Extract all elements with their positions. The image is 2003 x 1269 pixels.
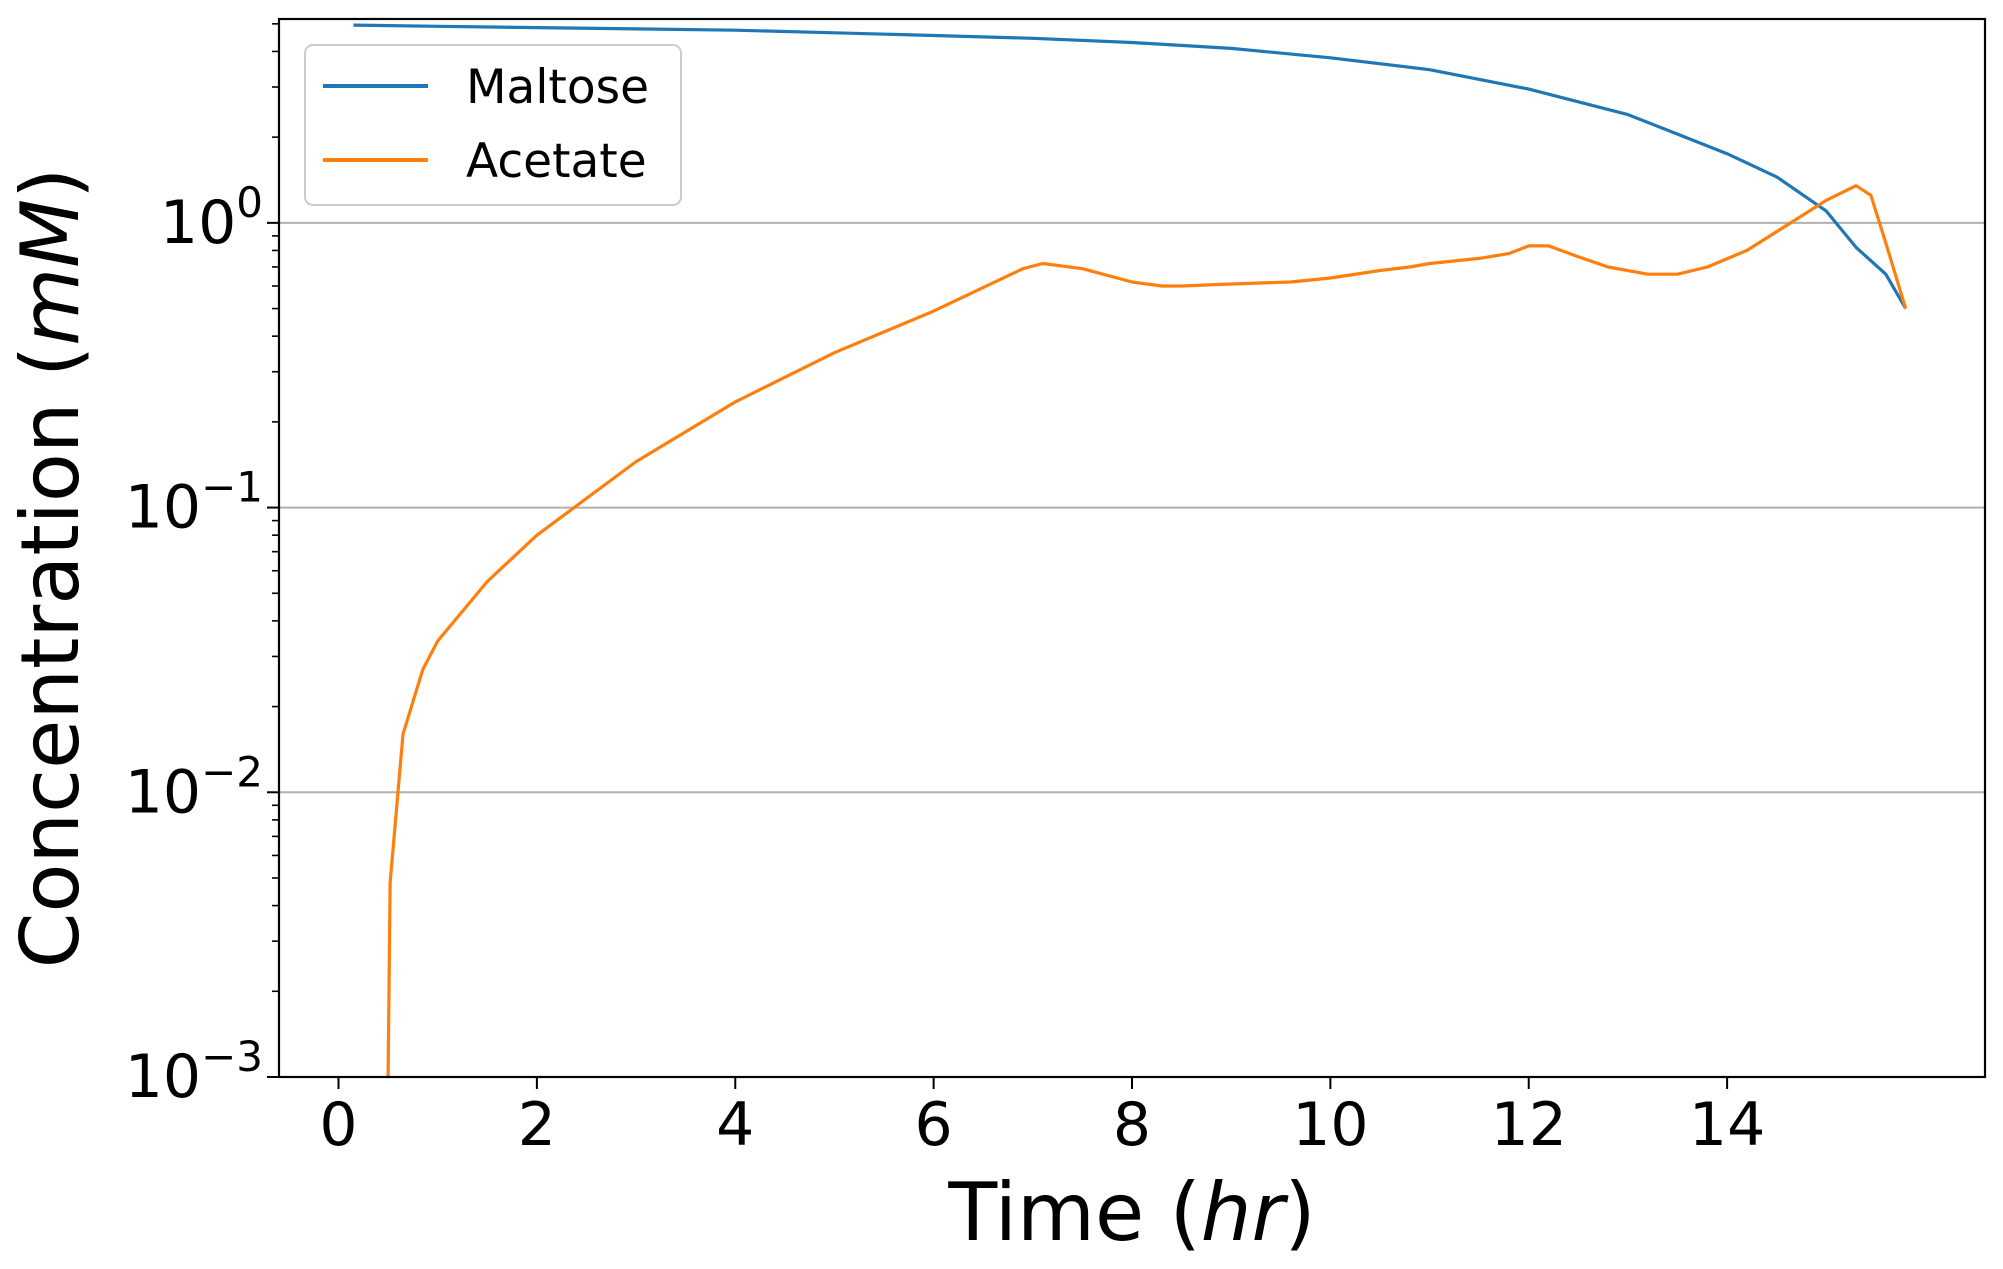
y-axis-title: Concentration (mM): [4, 168, 97, 969]
y-axis-title-close: ): [4, 168, 97, 199]
y-tick-label: 10−1: [125, 463, 263, 543]
y-tick-label-base: 10: [160, 188, 236, 258]
x-axis: 0 2 4 6 8 10 12 14: [319, 1077, 1765, 1160]
x-axis-title-close: ): [1284, 1166, 1315, 1259]
x-tick-label: 2: [518, 1090, 556, 1160]
series-line-maltose: [353, 23, 1908, 310]
y-tick-label-exponent: 0: [236, 178, 263, 227]
y-axis-title-open: (: [4, 346, 97, 403]
legend-label-acetate: Acetate: [466, 134, 647, 189]
x-axis-unit: hr: [1201, 1166, 1290, 1259]
y-tick-label-exponent: −1: [201, 463, 263, 512]
x-tick-label: 14: [1689, 1090, 1765, 1160]
y-tick-label: 100: [160, 178, 263, 258]
y-tick-label-exponent: −3: [201, 1032, 263, 1081]
y-tick-label: 10−3: [125, 1032, 263, 1112]
x-axis-title-text: Time: [947, 1166, 1144, 1259]
x-tick-label: 6: [915, 1090, 953, 1160]
x-tick-label: 12: [1491, 1090, 1567, 1160]
x-tick-label: 8: [1113, 1090, 1151, 1160]
legend-label-maltose: Maltose: [466, 60, 649, 115]
series-line-acetate: [386, 184, 1908, 1078]
x-tick-label: 10: [1292, 1090, 1368, 1160]
y-tick-label-base: 10: [125, 1042, 201, 1112]
x-tick-label: 0: [319, 1090, 357, 1160]
y-tick-label-exponent: −2: [201, 747, 263, 796]
y-minor-ticks: [272, 23, 279, 993]
y-tick-label-base: 10: [125, 473, 201, 543]
y-axis-unit: mM: [4, 199, 97, 346]
y-grid-lines: [279, 221, 1985, 794]
legend: Maltose Acetate: [304, 44, 682, 206]
y-tick-label-base: 10: [125, 757, 201, 827]
y-axis-title-text: Concentration: [4, 402, 97, 968]
y-tick-label: 10−2: [125, 747, 263, 827]
series-layer: [353, 23, 1908, 1078]
x-axis-title-open: (: [1144, 1166, 1201, 1259]
x-axis-title: Time (hr): [947, 1166, 1315, 1259]
x-tick-label: 4: [716, 1090, 754, 1160]
